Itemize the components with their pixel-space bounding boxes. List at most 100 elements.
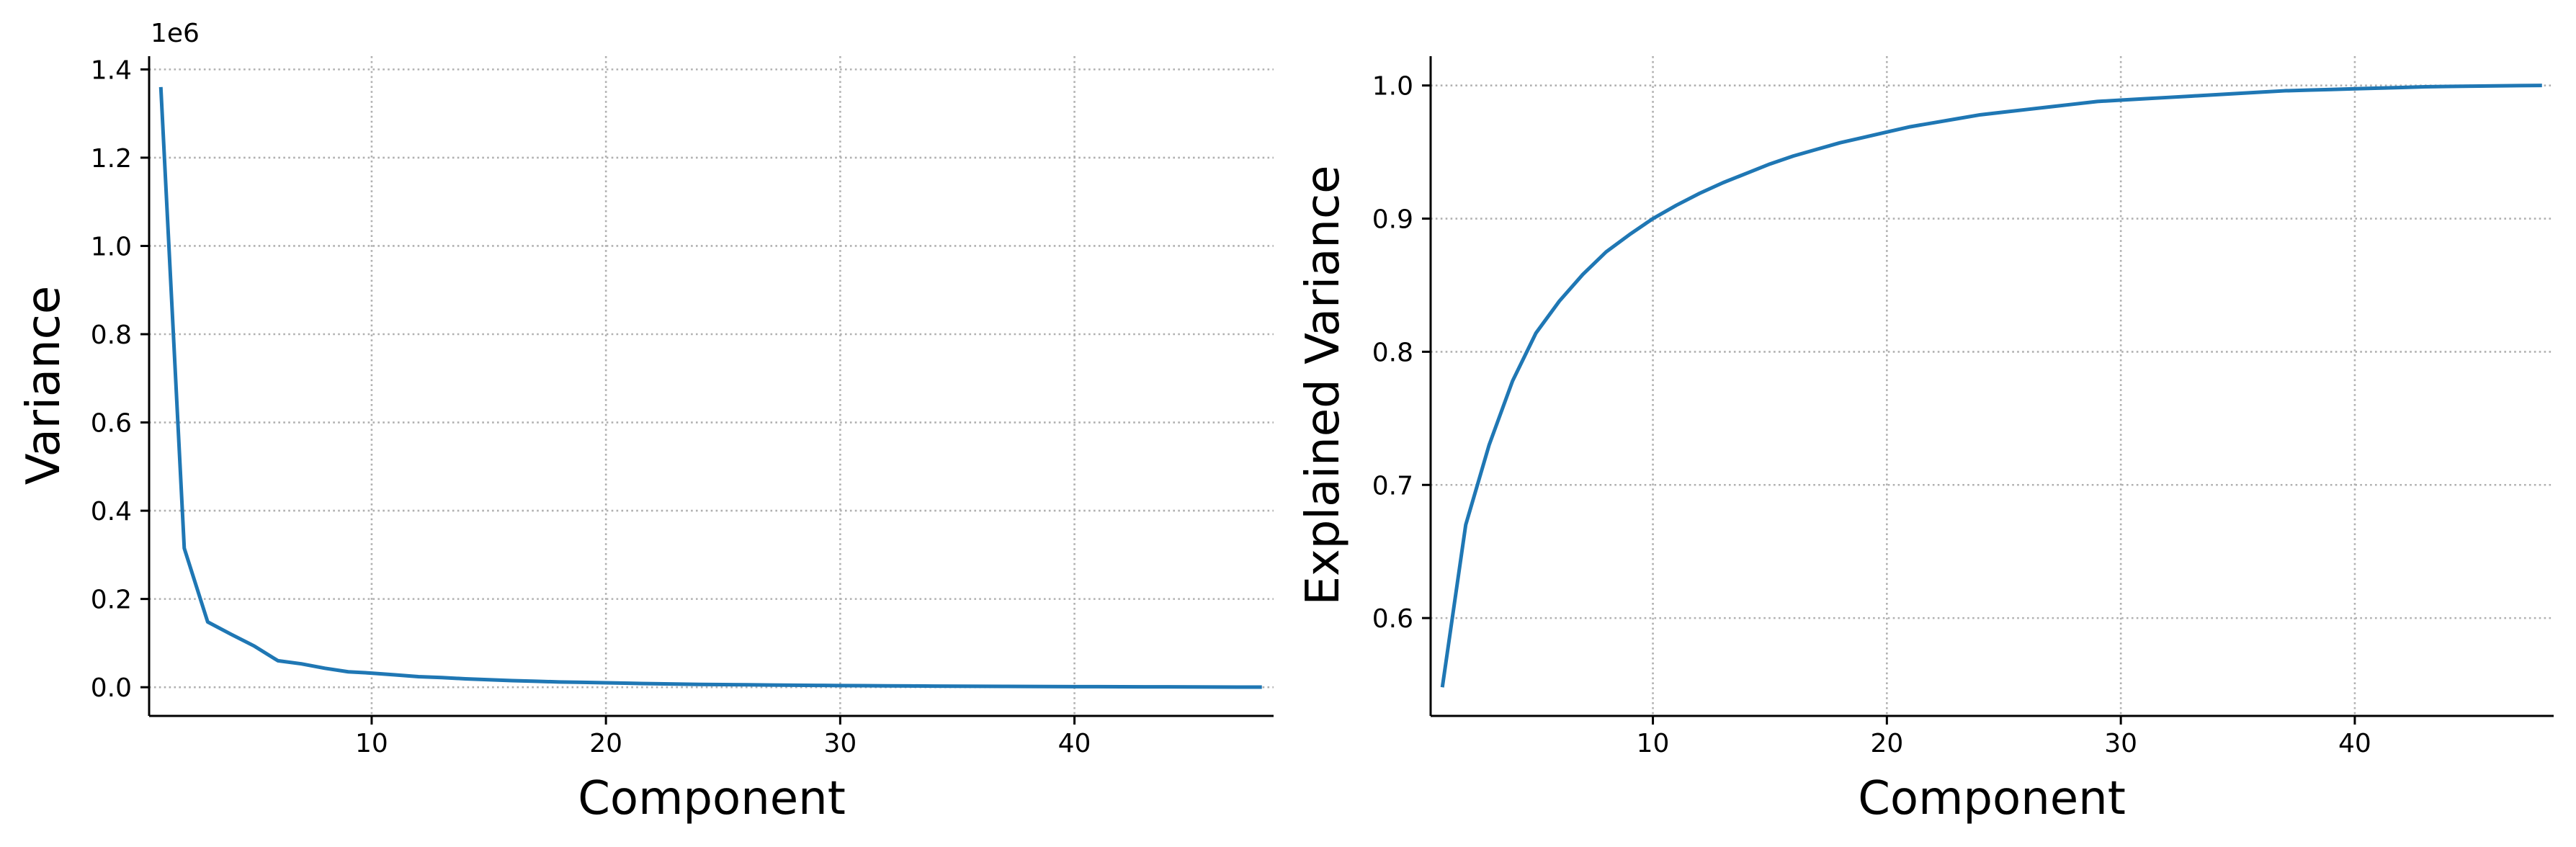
- variance-data-point-25: [721, 683, 725, 686]
- variance-x-tick-label-10: 10: [355, 729, 388, 758]
- explained-variance-data-point-30: [2119, 99, 2123, 102]
- variance-data-point-35: [955, 684, 959, 688]
- explained-variance-data-point-9: [1628, 233, 1632, 236]
- variance-panel: 10 20 30 40 0.0 0.2 0.4 0.6 0.8 1.0 1.2 1.4 Compone…: [17, 19, 1274, 825]
- explained-variance-data-point-8: [1604, 250, 1608, 254]
- variance-data-point-28: [792, 684, 795, 687]
- explained-variance-data-point-37: [2283, 89, 2286, 93]
- explained-variance-data-point-23: [1955, 117, 1959, 120]
- explained-variance-data-point-22: [1932, 121, 1936, 125]
- variance-grid: [149, 56, 1274, 716]
- variance-data-point-29: [815, 684, 818, 687]
- explained-variance-data-point-14: [1745, 171, 1748, 175]
- variance-data-point-19: [581, 681, 584, 684]
- explained-variance-data-point-48: [2540, 84, 2544, 87]
- variance-data-point-46: [1213, 685, 1217, 689]
- explained-variance-series: [1440, 84, 2544, 689]
- variance-data-point-45: [1190, 685, 1194, 689]
- explained-variance-data-point-17: [1815, 148, 1818, 151]
- variance-data-point-2: [182, 547, 186, 550]
- variance-axis-ticks: 10 20 30 40 0.0 0.2 0.4 0.6 0.8 1.0 1.2 1.4: [91, 55, 1091, 758]
- variance-data-point-4: [229, 632, 233, 636]
- explained-variance-data-point-28: [2072, 102, 2076, 106]
- variance-y-axis-label: Variance: [17, 286, 71, 485]
- explained-variance-x-tick-label-20: 20: [1870, 729, 1903, 758]
- variance-data-point-36: [979, 684, 983, 688]
- variance-series-line: [158, 86, 1262, 689]
- variance-data-point-1: [159, 85, 163, 89]
- explained-variance-data-point-16: [1792, 154, 1795, 158]
- explained-variance-grid: [1431, 56, 2554, 716]
- variance-x-tick-label-40: 40: [1058, 729, 1091, 758]
- explained-variance-data-point-25: [2002, 110, 2005, 114]
- variance-y-tick-label-0.2: 0.2: [91, 586, 132, 615]
- variance-x-tick-label-20: 20: [589, 729, 622, 758]
- variance-data-point-48: [1260, 686, 1264, 689]
- variance-data-point-34: [932, 684, 936, 688]
- variance-data-point-8: [323, 666, 326, 670]
- variance-data-point-6: [276, 659, 279, 663]
- explained-variance-data-point-1: [1441, 686, 1444, 689]
- explained-variance-data-point-32: [2166, 96, 2170, 99]
- explained-variance-data-point-2: [1464, 523, 1467, 526]
- explained-variance-data-point-29: [2096, 99, 2099, 103]
- variance-data-point-31: [862, 684, 865, 688]
- explained-variance-data-point-15: [1768, 162, 1771, 166]
- variance-data-point-26: [745, 683, 748, 686]
- variance-y-tick-label-0.4: 0.4: [91, 497, 132, 526]
- explained-variance-data-point-31: [2142, 97, 2146, 101]
- variance-data-point-47: [1237, 685, 1240, 689]
- explained-variance-y-tick-label-1.0: 1.0: [1372, 72, 1413, 102]
- explained-variance-data-point-47: [2517, 84, 2521, 87]
- variance-y-tick-label-1.4: 1.4: [91, 55, 132, 85]
- variance-data-point-44: [1166, 685, 1170, 689]
- explained-variance-data-point-43: [2423, 85, 2427, 89]
- explained-variance-y-axis-label: Explained Variance: [1297, 165, 1350, 605]
- variance-data-point-42: [1119, 685, 1123, 689]
- variance-data-point-7: [300, 662, 303, 666]
- variance-data-point-27: [768, 684, 772, 687]
- variance-data-point-16: [511, 678, 514, 682]
- variance-series: [158, 85, 1264, 689]
- explained-variance-data-point-26: [2026, 107, 2029, 111]
- explained-variance-data-point-7: [1581, 273, 1585, 277]
- explained-variance-data-point-12: [1698, 192, 1701, 195]
- explained-variance-data-point-20: [1885, 130, 1889, 134]
- variance-data-point-10: [370, 671, 373, 675]
- explained-variance-data-point-38: [2306, 89, 2309, 92]
- explained-variance-data-point-34: [2213, 93, 2217, 97]
- explained-variance-data-point-39: [2330, 88, 2333, 91]
- explained-variance-data-point-10: [1651, 217, 1655, 220]
- explained-variance-x-tick-label-40: 40: [2338, 729, 2371, 758]
- variance-data-point-15: [487, 678, 491, 681]
- variance-y-tick-label-1.0: 1.0: [91, 232, 132, 261]
- explained-variance-data-point-35: [2236, 91, 2240, 95]
- variance-data-point-41: [1096, 685, 1100, 689]
- explained-variance-data-point-21: [1908, 125, 1912, 128]
- variance-data-point-43: [1143, 685, 1147, 689]
- variance-data-point-24: [698, 683, 702, 686]
- explained-variance-data-point-40: [2353, 87, 2356, 91]
- variance-x-tick-label-30: 30: [823, 729, 857, 758]
- variance-y-tick-label-0.0: 0.0: [91, 673, 132, 703]
- explained-variance-x-tick-label-30: 30: [2104, 729, 2137, 758]
- variance-y-tick-label-0.6: 0.6: [91, 409, 132, 439]
- explained-variance-axis-ticks: 10 20 30 40 0.6 0.7 0.8 0.9 1.0: [1372, 72, 2371, 758]
- explained-variance-data-point-42: [2400, 86, 2403, 89]
- explained-variance-data-point-46: [2493, 84, 2497, 88]
- variance-data-point-13: [440, 676, 444, 679]
- variance-data-point-9: [346, 670, 350, 673]
- variance-data-point-38: [1026, 685, 1029, 689]
- explained-variance-data-point-44: [2446, 84, 2450, 88]
- variance-data-point-14: [464, 677, 468, 681]
- variance-data-point-17: [534, 679, 537, 683]
- explained-variance-data-point-6: [1557, 300, 1561, 303]
- variance-data-point-11: [393, 673, 397, 677]
- explained-variance-y-tick-label-0.8: 0.8: [1372, 338, 1413, 367]
- variance-axes-spines: [148, 56, 1274, 717]
- variance-data-point-32: [885, 684, 889, 688]
- variance-data-point-22: [651, 682, 655, 686]
- explained-variance-data-point-41: [2376, 86, 2380, 90]
